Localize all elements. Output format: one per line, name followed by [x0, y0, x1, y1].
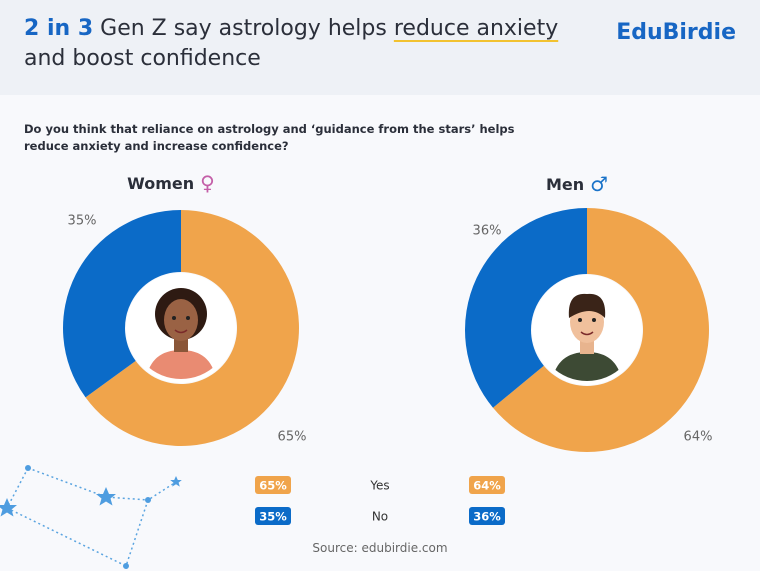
legend-badge [469, 476, 505, 494]
legend-category: No [372, 510, 388, 524]
gender-symbol: ♂ [590, 172, 608, 196]
star [0, 498, 17, 517]
donut-slice [492, 208, 709, 452]
header-band [0, 0, 760, 95]
legend-value: 35% [259, 510, 287, 524]
slice-label: 35% [68, 214, 97, 229]
donut-slice [85, 210, 299, 446]
donut-slice [62, 210, 181, 398]
title-highlight: 2 in 3 [24, 16, 94, 41]
legend-badge [255, 476, 291, 494]
avatar-eye [172, 316, 176, 320]
legend-badge [469, 507, 505, 525]
chart-title: Men ♂ [546, 172, 608, 196]
chart-title: Women ♀ [127, 171, 215, 195]
question: Do you think that reliance on astrology … [24, 122, 515, 153]
avatar-eye [578, 318, 582, 322]
brand-logo: EduBirdie [616, 20, 736, 45]
avatar-eye [592, 318, 596, 322]
star [96, 487, 116, 506]
avatar-hair [568, 293, 606, 318]
title-text: and boost confidence [24, 46, 261, 71]
legend-badge [255, 507, 291, 525]
stars [0, 465, 182, 569]
title-underlined: reduce anxiety [393, 16, 559, 41]
slice-label: 65% [278, 430, 307, 445]
chart-title-text: Men [546, 175, 584, 194]
avatar-mouth [580, 331, 594, 336]
avatar-eye [186, 316, 190, 320]
chart-title-text: Women [127, 174, 194, 193]
star [145, 497, 151, 503]
constellation-line [27, 467, 149, 501]
slice-label: 36% [473, 224, 502, 239]
slice-label: 64% [684, 430, 713, 445]
legend-value: 65% [259, 479, 287, 493]
constellation [5, 467, 177, 568]
legend-value: 36% [473, 510, 501, 524]
legend-value: 64% [473, 479, 501, 493]
source: Source: edubirdie.com [312, 541, 448, 555]
donut-slice [465, 208, 587, 408]
legend-category: Yes [369, 479, 389, 493]
avatar-face [164, 299, 198, 341]
star [170, 476, 182, 487]
gender-symbol: ♀ [200, 171, 215, 195]
constellation-line [5, 467, 177, 568]
avatar-mouth [174, 329, 188, 334]
title-text: Gen Z say astrology helps [100, 16, 387, 41]
star [123, 563, 129, 569]
title: 2 in 3 Gen Z say astrology helps reduce … [24, 14, 604, 74]
star [25, 465, 31, 471]
